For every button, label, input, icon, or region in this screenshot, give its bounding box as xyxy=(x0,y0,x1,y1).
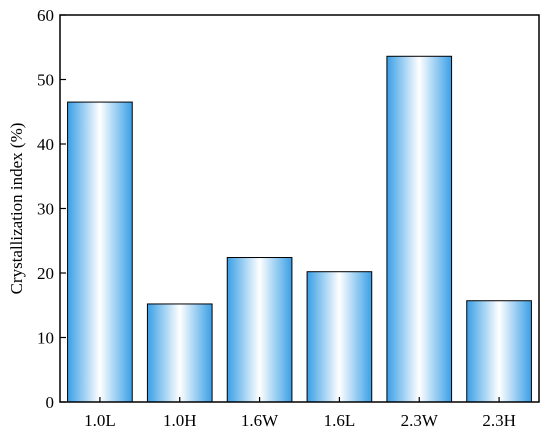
x-axis-ticks: 1.0L 1.0H 1.6W 1.6L 2.3W 2.3H xyxy=(84,397,516,430)
bar-1.6L xyxy=(306,271,373,403)
x-tick-label: 2.3W xyxy=(401,411,439,430)
y-axis-title: Crystallization index (%) xyxy=(7,123,26,295)
x-tick-label: 1.0H xyxy=(163,411,197,430)
x-tick-label: 2.3H xyxy=(482,411,516,430)
y-tick-label: 40 xyxy=(37,135,54,154)
y-tick-label: 50 xyxy=(37,71,54,90)
x-tick-label: 1.6L xyxy=(324,411,356,430)
y-tick-label: 10 xyxy=(37,329,54,348)
y-tick-label: 60 xyxy=(37,6,54,25)
bar-1.0H xyxy=(146,303,213,403)
bar-1.6W xyxy=(226,257,293,403)
bars-group xyxy=(67,55,532,403)
bar-1.0L xyxy=(67,101,133,403)
bar-2.3H xyxy=(466,300,532,403)
x-tick-label: 1.0L xyxy=(84,411,116,430)
y-axis-ticks: 0 10 20 30 40 50 60 xyxy=(37,6,66,412)
bar-2.3W xyxy=(386,55,453,403)
y-tick-label: 0 xyxy=(46,393,55,412)
y-tick-label: 30 xyxy=(37,200,54,219)
y-tick-label: 20 xyxy=(37,264,54,283)
x-tick-label: 1.6W xyxy=(241,411,279,430)
